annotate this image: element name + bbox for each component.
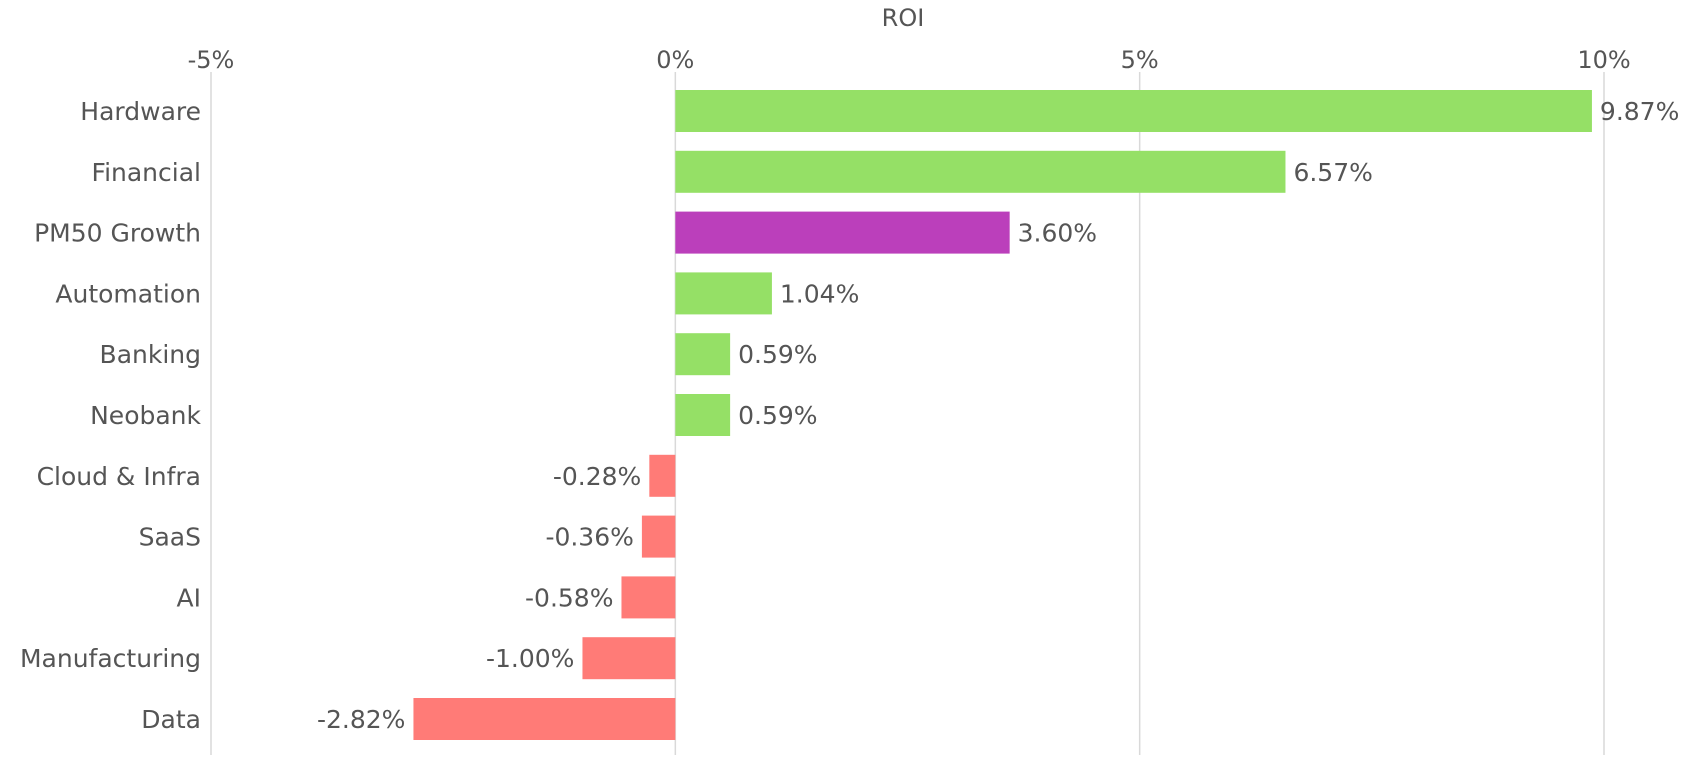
bars [413,90,1592,740]
category-labels: Hardware Financial PM50 Growth Automation Ba… [20,97,202,734]
bar [675,394,731,436]
bar [675,90,1592,132]
category-label: Automation [55,279,201,308]
x-tick-label: 0% [656,46,694,74]
bar [413,698,676,740]
bar [649,454,676,497]
data-label: 1.04% [780,279,859,308]
category-label: Data [141,705,201,734]
bar [641,515,676,558]
category-label: AI [177,583,201,612]
category-label: Manufacturing [20,644,201,673]
data-label: 0.59% [738,401,817,430]
data-label: -0.28% [553,462,641,491]
bar [675,211,1010,254]
data-label: 3.60% [1018,219,1097,248]
data-label: 6.57% [1293,158,1372,187]
category-label: Cloud & Infra [37,462,201,491]
category-label: Hardware [80,97,201,126]
category-label: Banking [100,340,201,369]
bar [675,333,731,376]
data-label: -1.00% [486,644,574,673]
category-label: PM50 Growth [34,219,201,248]
bar [621,576,676,619]
data-label: -0.36% [545,523,633,552]
x-axis-title: ROI [882,4,925,32]
x-tick-label: 10% [1577,46,1630,74]
data-label: 0.59% [738,340,817,369]
x-tick-labels: -5% 0% 5% 10% [188,46,1631,74]
category-label: Neobank [90,401,201,430]
category-label: Financial [92,158,201,187]
data-label: 9.87% [1600,97,1679,126]
data-label: -2.82% [317,705,405,734]
x-tick-label: 5% [1121,46,1159,74]
x-tick-label: -5% [188,46,235,74]
bar [675,150,1286,193]
bar [675,272,772,315]
bar [582,637,676,680]
value-labels: 9.87% 6.57% 3.60% 1.04% 0.59% 0.59% -0.28% -0.3… [317,97,1679,734]
data-label: -0.58% [525,583,613,612]
category-label: SaaS [139,523,201,552]
